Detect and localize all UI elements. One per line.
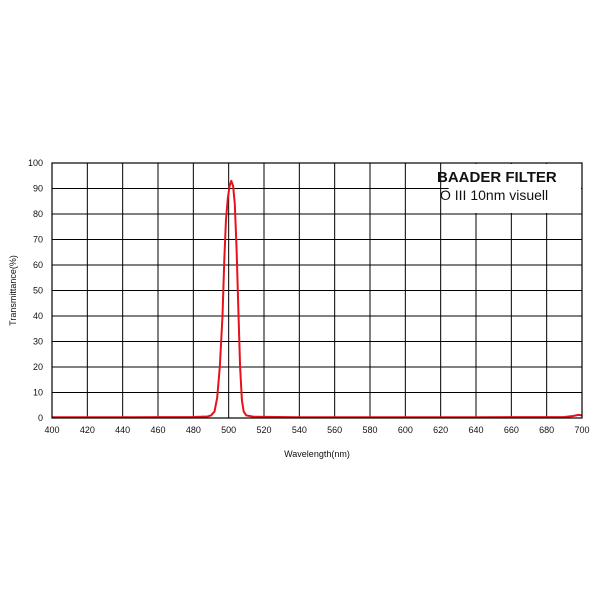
y-tick-label: 30 [33,337,43,347]
series-line [52,179,583,419]
y-tick-labels: 0 10 20 30 40 50 60 70 80 90 100 [28,158,43,423]
grid [51,162,583,419]
series-layer [52,179,583,419]
x-axis-title: Wavelength(nm) [284,449,350,459]
x-tick-label: 620 [433,425,448,435]
y-tick-label: 100 [28,158,43,168]
x-tick-label: 700 [574,425,589,435]
y-tick-label: 10 [33,388,43,398]
x-tick-label: 420 [80,425,95,435]
y-tick-label: 0 [38,413,43,423]
legend-title: BAADER FILTER [437,169,557,186]
x-tick-labels: 400 420 440 460 480 500 520 540 560 580 600 620 640 6… [44,425,589,435]
legend-subtitle: O III 10nm visuell [440,187,548,203]
x-tick-label: 400 [44,425,59,435]
x-tick-label: 500 [221,425,236,435]
legend-box [448,164,581,213]
x-tick-label: 600 [398,425,413,435]
y-tick-label: 50 [33,286,43,296]
y-tick-label: 20 [33,362,43,372]
x-tick-label: 540 [292,425,307,435]
y-axis-title: Transmittance(%) [8,255,18,326]
x-tick-label: 680 [539,425,554,435]
plot-border [51,162,583,419]
x-tick-label: 660 [504,425,519,435]
x-tick-label: 580 [362,425,377,435]
y-tick-label: 90 [33,184,43,194]
y-tick-label: 40 [33,311,43,321]
y-tick-label: 70 [33,235,43,245]
x-tick-label: 480 [186,425,201,435]
x-tick-label: 640 [468,425,483,435]
x-tick-label: 460 [150,425,165,435]
y-tick-label: 80 [33,209,43,219]
y-tick-label: 60 [33,260,43,270]
x-tick-label: 560 [327,425,342,435]
x-tick-label: 440 [115,425,130,435]
x-tick-label: 520 [256,425,271,435]
